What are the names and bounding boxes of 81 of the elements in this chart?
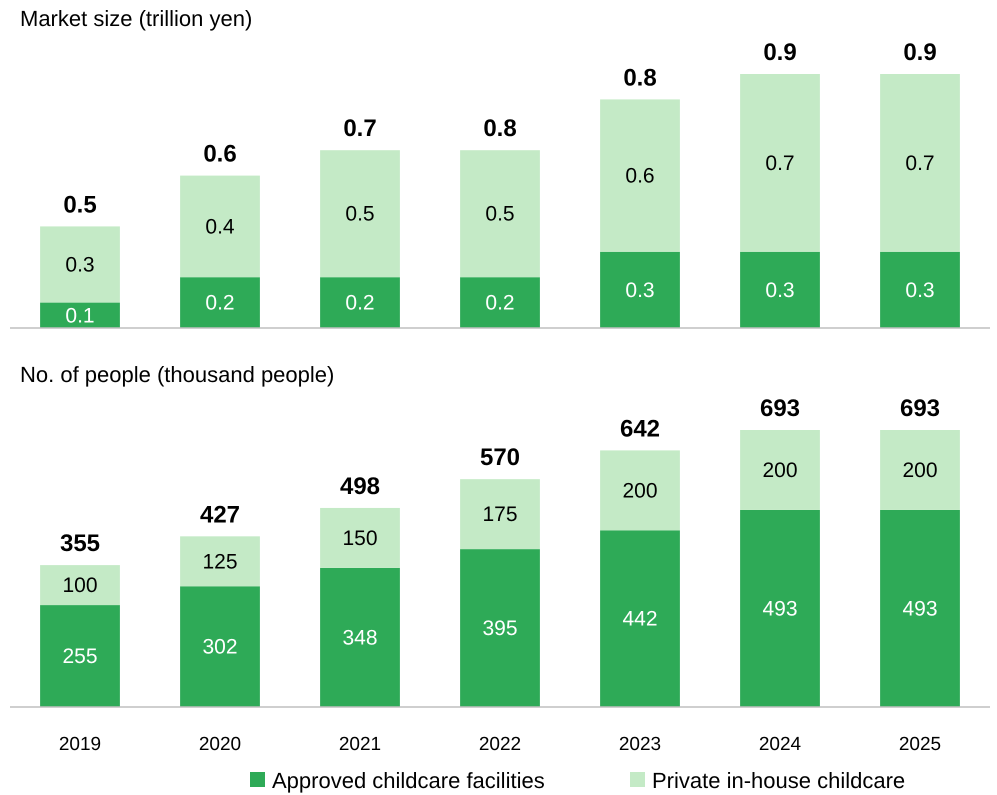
total-label: 427	[200, 501, 240, 528]
x-tick-label: 2024	[758, 734, 802, 755]
bar	[180, 277, 260, 328]
data-label: 0.3	[65, 254, 95, 276]
data-label: 0.3	[625, 278, 655, 302]
data-label: 200	[762, 458, 798, 482]
chart-title: No. of people (thousand people)	[20, 362, 334, 387]
data-label: 255	[62, 645, 98, 668]
total-label: 0.6	[203, 140, 237, 168]
data-label: 0.4	[205, 215, 235, 238]
bar	[180, 586, 260, 707]
x-tick-label: 2020	[198, 734, 242, 755]
bar	[180, 176, 260, 278]
data-label: 0.7	[905, 152, 935, 175]
x-tick-label: 2021	[338, 734, 382, 755]
total-label: 693	[900, 395, 940, 422]
data-label: 100	[62, 574, 98, 598]
total-label: 0.7	[343, 115, 377, 142]
data-label: 0.3	[905, 278, 935, 302]
total-label: 0.8	[623, 64, 657, 92]
bar	[880, 74, 960, 252]
x-tick-label: 2022	[478, 734, 522, 755]
bar	[180, 536, 260, 586]
bar	[740, 252, 820, 328]
data-label: 493	[902, 597, 938, 620]
data-label: 175	[482, 503, 518, 526]
data-label: 0.2	[485, 292, 515, 315]
bar	[600, 99, 680, 252]
total-label: 498	[340, 472, 380, 500]
data-label: 493	[762, 597, 798, 620]
bar	[40, 302, 120, 328]
bar	[740, 510, 820, 707]
data-label: 0.2	[345, 292, 375, 315]
chart-title: Market size (trillion yen)	[20, 6, 252, 31]
bar	[40, 226, 120, 303]
legend-label: Approved childcare facilities	[272, 768, 545, 793]
bar	[460, 479, 540, 550]
bar	[600, 252, 680, 328]
bar	[740, 74, 820, 252]
data-label: 0.7	[765, 152, 795, 175]
data-label: 200	[622, 479, 658, 502]
legend-label: Private in-house childcare	[652, 768, 906, 793]
total-label: 0.9	[903, 39, 937, 66]
x-tick-label: 2025	[898, 734, 942, 755]
total-label: 693	[760, 395, 800, 422]
data-label: 0.5	[485, 202, 515, 226]
data-label: 442	[622, 608, 658, 631]
bar	[460, 150, 540, 278]
bar	[460, 549, 540, 707]
data-label: 0.2	[205, 292, 235, 315]
bar	[320, 568, 400, 707]
data-label: 0.1	[65, 304, 95, 328]
bar	[740, 430, 820, 510]
x-tick-label: 2023	[618, 734, 662, 755]
x-tick-label: 2019	[58, 734, 102, 755]
total-label: 0.5	[63, 191, 97, 218]
data-label: 200	[902, 458, 938, 482]
total-label: 355	[60, 530, 100, 558]
bar	[320, 508, 400, 568]
total-label: 570	[480, 444, 520, 472]
bar	[880, 510, 960, 707]
bar	[40, 605, 120, 707]
total-label: 0.8	[483, 115, 517, 142]
bar	[320, 150, 400, 278]
data-label: 125	[202, 550, 238, 574]
bar	[880, 252, 960, 328]
data-label: 150	[342, 526, 378, 550]
data-label: 0.3	[765, 278, 795, 302]
bar	[40, 565, 120, 606]
bar	[460, 277, 540, 328]
data-label: 0.5	[345, 202, 375, 226]
data-label: 302	[202, 636, 238, 659]
data-label: 0.6	[625, 164, 655, 188]
bar	[600, 530, 680, 707]
total-label: 0.9	[763, 39, 797, 66]
total-label: 642	[620, 415, 660, 442]
data-label: 348	[342, 626, 378, 650]
bar	[320, 277, 400, 328]
bar	[880, 430, 960, 510]
data-label: 395	[482, 617, 518, 640]
bar	[600, 450, 680, 530]
